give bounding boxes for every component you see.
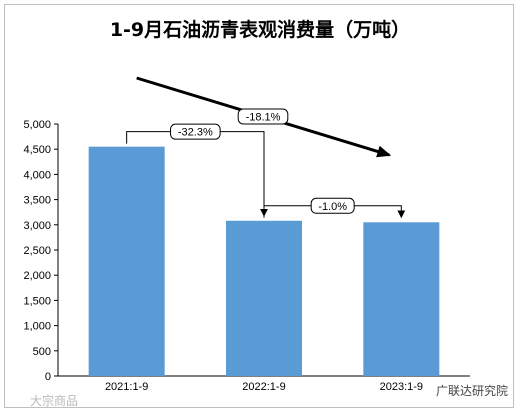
chart-title: 1-9月石油沥青表观消费量（万吨） (110, 18, 410, 41)
x-tick-label: 2023:1-9 (380, 381, 423, 393)
y-tick-label: 1,000 (23, 321, 51, 333)
bars-group (88, 146, 440, 376)
bar-2023:1-9 (363, 222, 440, 376)
trend-label: -18.1% (246, 112, 281, 124)
y-tick-label: 4,000 (23, 169, 51, 181)
bar-2021:1-9 (88, 146, 165, 376)
watermark-left: 大宗商品 (30, 393, 78, 408)
y-tick-label: 0 (45, 371, 51, 383)
x-tick-label: 2021:1-9 (105, 381, 148, 393)
y-tick-label: 2,000 (23, 270, 51, 282)
bracket-label: -32.3% (178, 127, 213, 139)
x-tick-label: 2022:1-9 (242, 381, 285, 393)
y-tick-label: 2,500 (23, 245, 51, 257)
y-tick-label: 3,500 (23, 195, 51, 207)
y-tick-label: 3,000 (23, 220, 51, 232)
annotations-group: -32.3% -1.0% -18.1% (126, 76, 406, 219)
trend-box (237, 108, 289, 125)
bracket-box (310, 197, 355, 214)
y-tick-label: 4,500 (23, 144, 51, 156)
y-tick-label: 1,500 (23, 295, 51, 307)
bar-2022:1-9 (226, 220, 302, 376)
watermark-right: 广联达研究院 (436, 383, 508, 398)
bracket-box (170, 123, 221, 140)
y-tick-label: 500 (33, 346, 51, 358)
bracket-label: -1.0% (318, 201, 347, 213)
y-tick-label: 5,000 (23, 119, 51, 131)
x-axis-labels: 2021:1-9 2022:1-9 2023:1-9 (105, 381, 423, 393)
